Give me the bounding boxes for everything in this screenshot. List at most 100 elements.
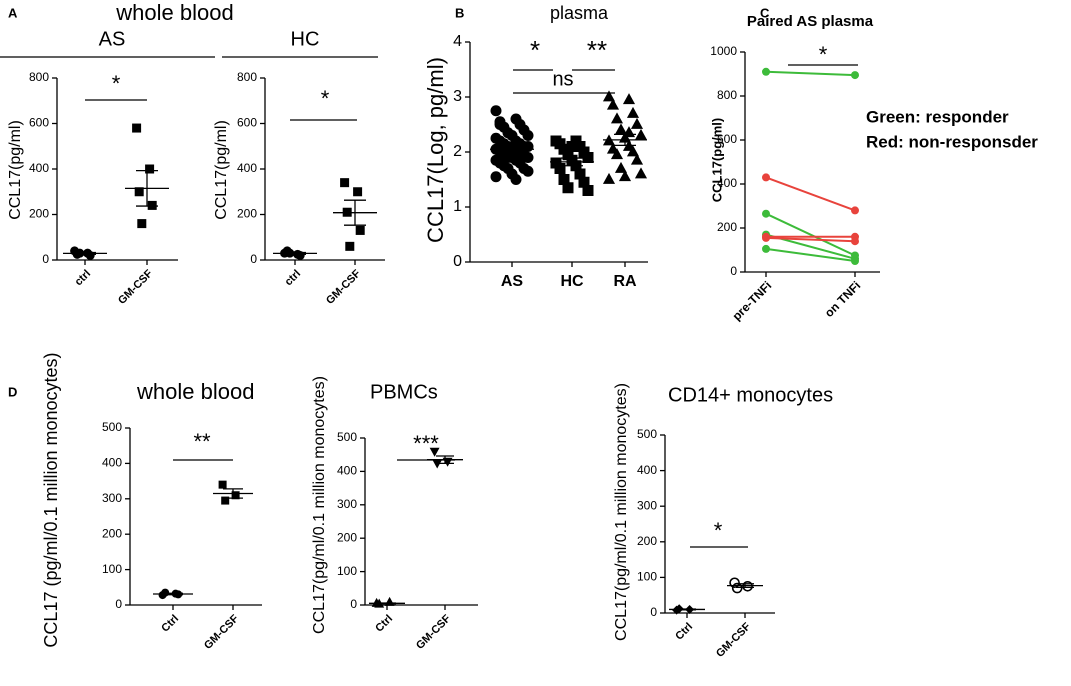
y-tick-label: 0	[42, 252, 49, 266]
y-tick-label: 500	[102, 420, 122, 434]
significance-label: *	[321, 86, 330, 111]
point	[630, 153, 644, 165]
y-tick-label: 300	[637, 498, 657, 512]
panel-label: B	[455, 5, 464, 20]
chart-title: CD14+ monocytes	[668, 384, 833, 406]
x-tick-label: AS	[501, 273, 524, 290]
point	[614, 161, 628, 173]
point	[602, 90, 616, 102]
point	[574, 168, 586, 180]
point	[851, 71, 859, 80]
y-tick-label: 800	[29, 70, 49, 84]
y-tick-label: 200	[29, 207, 49, 221]
y-axis-label: CCL17(pg/ml)	[213, 120, 230, 220]
point	[221, 496, 230, 505]
y-tick-label: 0	[115, 597, 122, 611]
y-tick-label: 200	[637, 534, 657, 548]
y-tick-label: 400	[237, 161, 257, 175]
pair-line	[765, 247, 856, 262]
significance-label: *	[530, 35, 540, 65]
pair-line	[765, 70, 856, 77]
group-title: whole blood	[115, 0, 233, 25]
y-tick-label: 500	[637, 427, 657, 441]
point	[345, 241, 355, 251]
point	[634, 167, 648, 179]
legend-entry: Red: non-responsder	[866, 132, 1038, 151]
x-tick-label: GM-CSF	[324, 267, 363, 306]
point	[630, 117, 644, 129]
y-tick-label: 500	[337, 430, 357, 444]
y-tick-label: 2	[453, 143, 462, 160]
y-tick-label: 300	[102, 491, 122, 505]
legend-entry: Green: responder	[866, 107, 1009, 126]
y-tick-label: 600	[29, 116, 49, 130]
chart-title: AS	[99, 28, 126, 50]
point	[582, 152, 594, 163]
point	[340, 178, 350, 188]
x-tick-label: Ctrl	[373, 613, 395, 635]
y-axis-label: CCL17(pg/ml/0.1 million monocytes)	[613, 383, 630, 641]
y-tick-label: 300	[337, 497, 357, 511]
point	[384, 596, 395, 606]
point	[626, 145, 640, 157]
y-tick-label: 0	[730, 264, 737, 278]
significance-label: ns	[552, 68, 573, 90]
point	[610, 148, 624, 160]
point	[602, 172, 616, 184]
point	[562, 182, 574, 194]
point	[851, 237, 859, 246]
significance-label: **	[587, 35, 607, 65]
x-tick-label: pre-TNFi	[730, 278, 775, 323]
y-tick-label: 0	[453, 253, 462, 270]
x-tick-label: GM-CSF	[116, 267, 155, 306]
chart-title: Paired AS plasma	[747, 13, 874, 30]
significance-label: **	[193, 429, 211, 454]
y-axis-label: CCL17(pg/ml)	[709, 118, 724, 203]
point	[618, 170, 632, 182]
point	[851, 206, 859, 215]
y-tick-label: 1000	[710, 44, 737, 58]
y-tick-label: 100	[102, 562, 122, 576]
y-tick-label: 100	[637, 570, 657, 584]
y-tick-label: 1	[453, 198, 462, 215]
panel-label: A	[8, 5, 18, 20]
x-tick-label: GM-CSF	[714, 620, 753, 659]
y-tick-label: 0	[350, 597, 357, 611]
point	[132, 123, 142, 133]
y-tick-label: 800	[237, 70, 257, 84]
chart-title: HC	[291, 28, 320, 50]
point	[134, 187, 144, 197]
x-tick-label: Ctrl	[159, 613, 181, 635]
point	[606, 98, 620, 110]
y-tick-label: 400	[337, 464, 357, 478]
pair-line	[765, 176, 856, 212]
point	[566, 141, 578, 152]
y-tick-label: 0	[650, 605, 657, 619]
point	[731, 582, 743, 594]
point	[522, 152, 534, 163]
chart-title: PBMCs	[370, 381, 438, 403]
significance-label: *	[112, 71, 121, 96]
point	[145, 164, 155, 174]
point	[510, 174, 522, 185]
pair-line	[765, 236, 856, 243]
point	[622, 93, 636, 105]
point	[355, 225, 365, 235]
significance-label: *	[714, 518, 723, 543]
x-tick-label: on TNFi	[822, 278, 863, 319]
point	[578, 176, 590, 188]
chart-title: plasma	[550, 3, 609, 23]
point	[218, 480, 227, 489]
point	[762, 233, 770, 242]
point	[161, 588, 170, 597]
point	[851, 257, 859, 265]
y-axis-label: CCL17(Log, pg/ml)	[423, 57, 448, 243]
point	[522, 165, 534, 177]
y-axis-label: CCL17 (pg/ml/0.1 million monocytes)	[41, 352, 61, 647]
point	[634, 128, 648, 140]
point	[231, 491, 240, 500]
y-tick-label: 400	[637, 463, 657, 477]
point	[429, 447, 440, 457]
point	[147, 200, 157, 210]
